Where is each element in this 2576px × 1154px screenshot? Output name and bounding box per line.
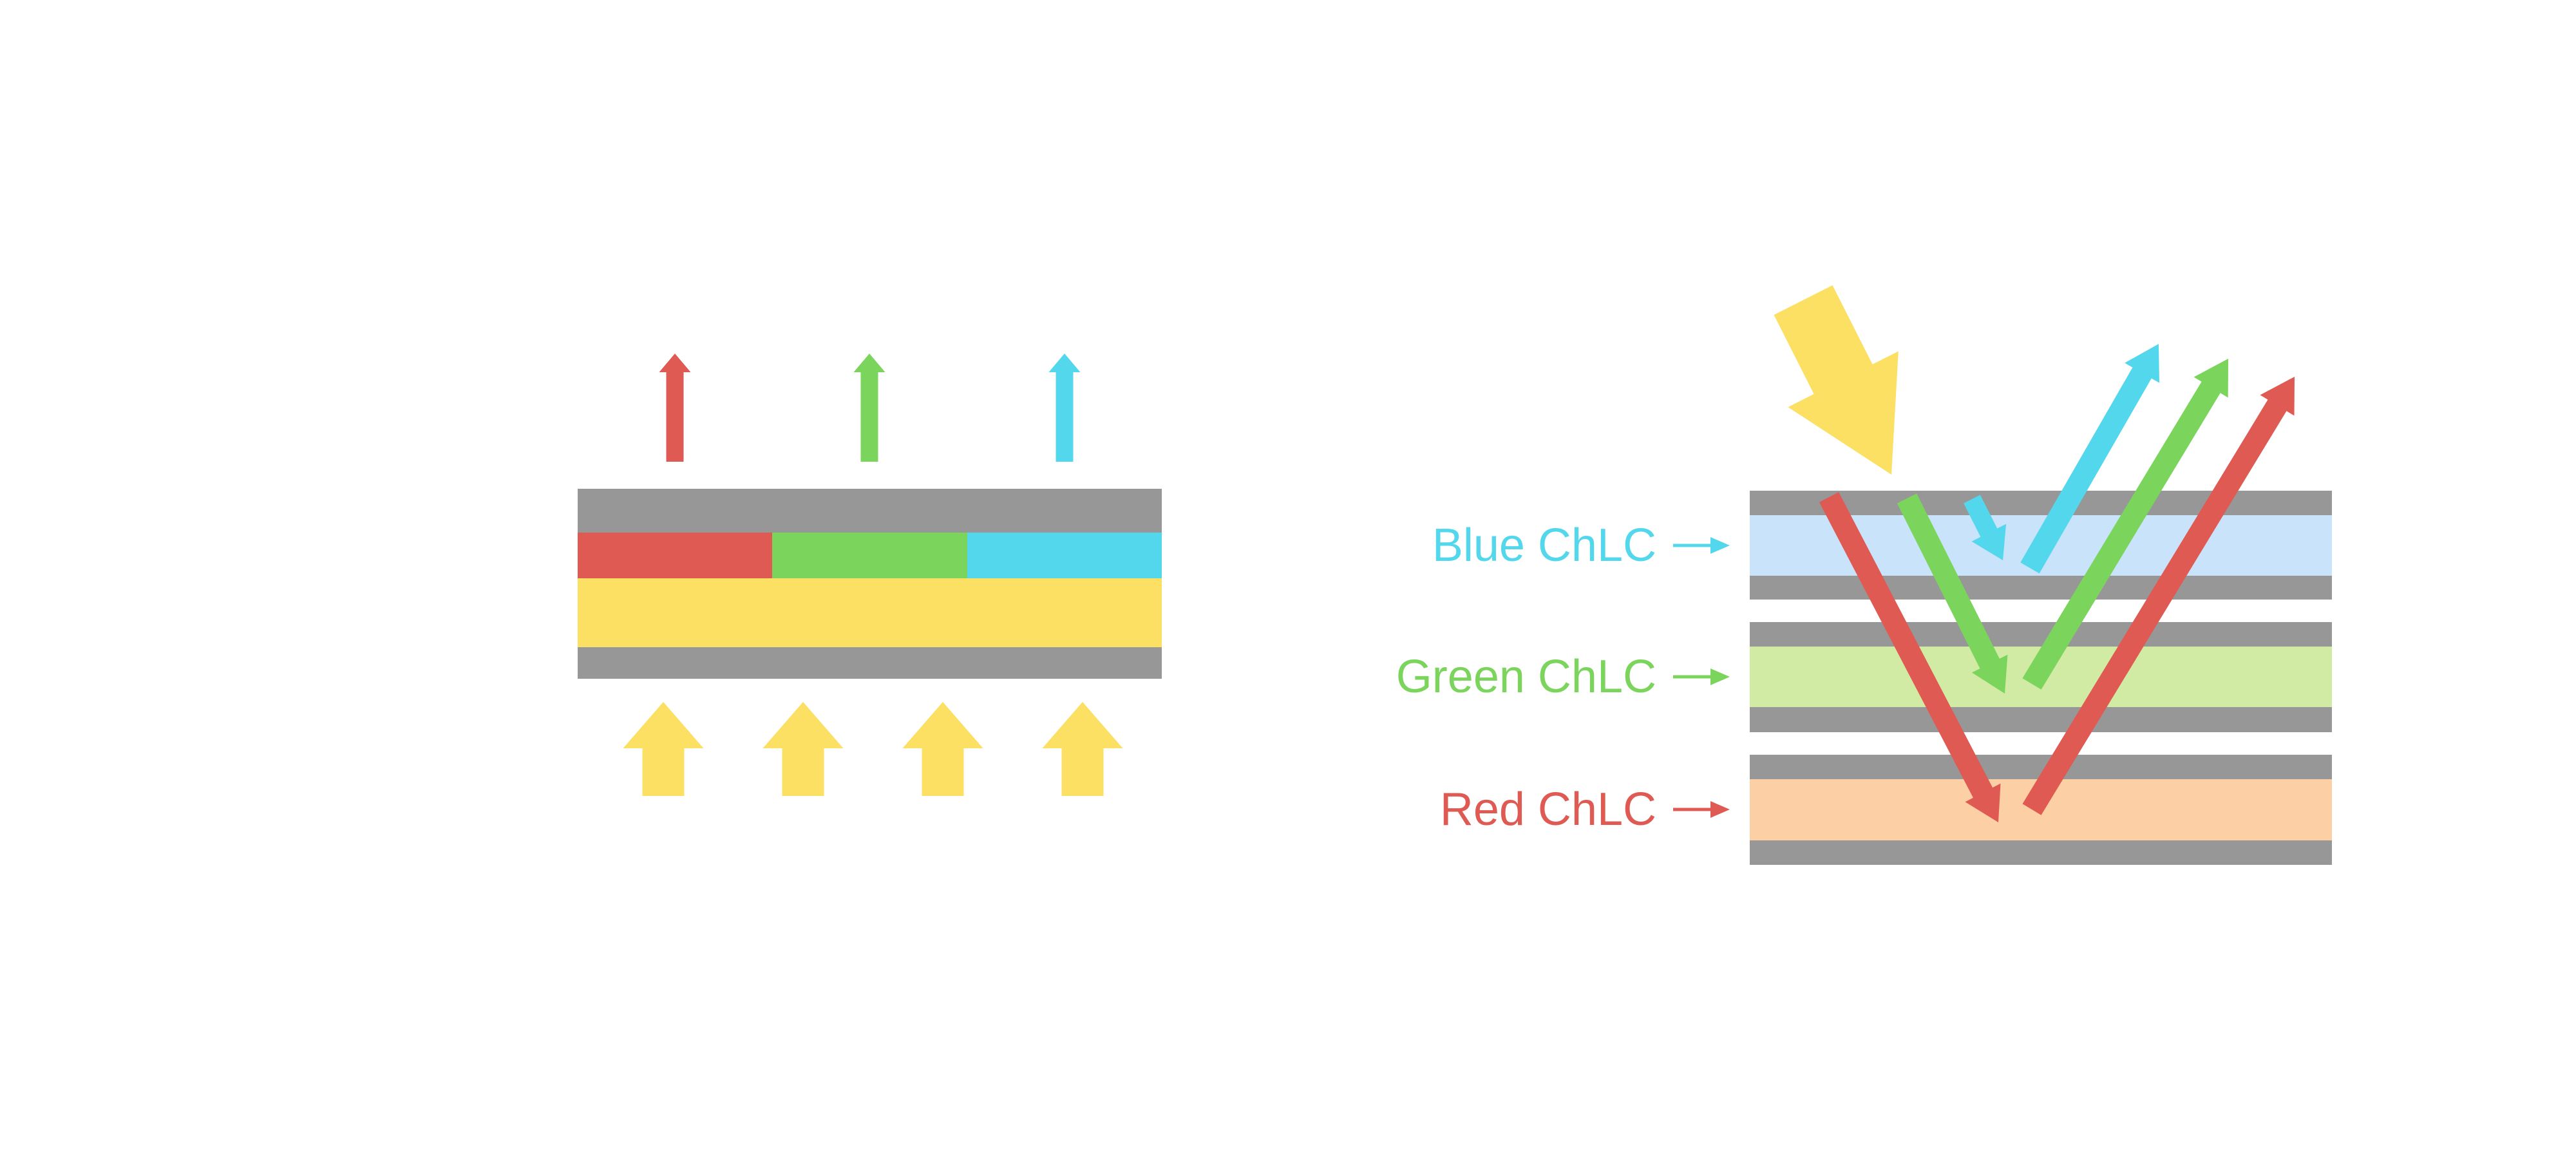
substrate-bar: [1750, 707, 2332, 732]
blue-ray-out-arrow: [2020, 344, 2159, 574]
cyan-light-out-arrow: [1048, 354, 1081, 462]
top-substrate-bar: [578, 489, 1162, 533]
red-segment: [578, 533, 772, 578]
bottom-substrate-bar: [578, 647, 1162, 679]
backlight-up-arrow: [902, 702, 983, 796]
left-panel: [578, 354, 1162, 796]
green-ray-down-arrow: [1897, 493, 2008, 694]
blue-chlc-label: Blue ChLC: [1432, 520, 1656, 571]
right-panel: Blue ChLC Green ChLC Red ChLC: [1396, 285, 2332, 865]
backlight-up-arrow: [762, 702, 844, 796]
backlight-up-arrow: [623, 702, 704, 796]
green-segment: [772, 533, 967, 578]
red-light-out-arrow: [659, 354, 691, 462]
green-ray-out-arrow: [2022, 359, 2228, 690]
substrate-bar: [1750, 622, 2332, 647]
red-chlc-label-arrow: [1673, 801, 1730, 818]
backlight-layer: [578, 578, 1162, 647]
green-chlc-label-arrow: [1673, 668, 1730, 685]
red-ray-out-arrow: [2022, 377, 2295, 815]
blue-ray-down-arrow: [1964, 495, 2007, 560]
substrate-bar: [1750, 840, 2332, 865]
cyan-segment: [967, 533, 1162, 578]
blue-chlc-label-arrow: [1673, 537, 1730, 554]
incident-light-arrow: [1774, 285, 1899, 475]
green-light-out-arrow: [853, 354, 886, 462]
backlight-up-arrow: [1042, 702, 1123, 796]
red-ray-down-arrow: [1819, 492, 2001, 822]
substrate-bar: [1750, 576, 2332, 600]
green-chlc-label: Green ChLC: [1396, 651, 1656, 703]
red-chlc-label: Red ChLC: [1440, 784, 1656, 835]
